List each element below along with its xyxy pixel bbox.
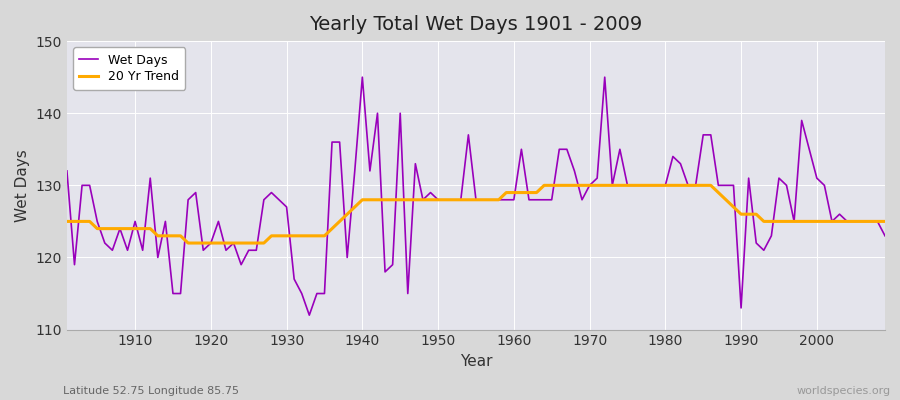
Y-axis label: Wet Days: Wet Days bbox=[15, 149, 30, 222]
20 Yr Trend bbox=[879, 219, 890, 224]
Wet Days bbox=[304, 313, 315, 318]
Wet Days bbox=[342, 255, 353, 260]
Wet Days bbox=[61, 168, 72, 173]
Title: Yearly Total Wet Days 1901 - 2009: Yearly Total Wet Days 1901 - 2009 bbox=[310, 15, 643, 34]
Text: worldspecies.org: worldspecies.org bbox=[796, 386, 891, 396]
Legend: Wet Days, 20 Yr Trend: Wet Days, 20 Yr Trend bbox=[73, 47, 185, 90]
20 Yr Trend bbox=[342, 212, 353, 216]
Wet Days bbox=[516, 147, 526, 152]
Wet Days bbox=[122, 248, 133, 253]
X-axis label: Year: Year bbox=[460, 354, 492, 369]
20 Yr Trend bbox=[61, 219, 72, 224]
Text: Latitude 52.75 Longitude 85.75: Latitude 52.75 Longitude 85.75 bbox=[63, 386, 239, 396]
Line: 20 Yr Trend: 20 Yr Trend bbox=[67, 185, 885, 243]
Line: Wet Days: Wet Days bbox=[67, 77, 885, 315]
Wet Days bbox=[524, 197, 535, 202]
20 Yr Trend bbox=[183, 241, 194, 246]
Wet Days bbox=[357, 75, 368, 80]
Wet Days bbox=[615, 147, 626, 152]
Wet Days bbox=[879, 234, 890, 238]
20 Yr Trend bbox=[122, 226, 133, 231]
Wet Days bbox=[289, 277, 300, 282]
20 Yr Trend bbox=[296, 234, 307, 238]
20 Yr Trend bbox=[539, 183, 550, 188]
20 Yr Trend bbox=[508, 190, 519, 195]
20 Yr Trend bbox=[516, 190, 526, 195]
20 Yr Trend bbox=[615, 183, 626, 188]
